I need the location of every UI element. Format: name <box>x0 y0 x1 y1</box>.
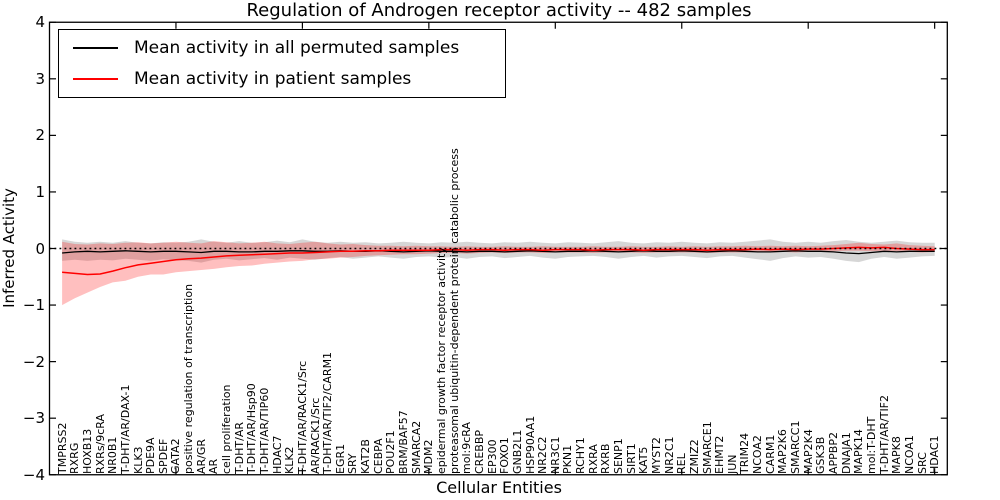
x-tick-label: SIRT1 <box>624 443 638 475</box>
x-tick-label: NR3C1 <box>548 436 562 475</box>
permuted-mean-line <box>62 250 935 255</box>
patient-mean-line <box>62 246 935 276</box>
x-tick-label: HDAC1 <box>928 435 942 475</box>
x-tick-label: NCOA1 <box>902 435 916 475</box>
y-axis-label: Inferred Activity <box>0 188 18 308</box>
patient-confidence-band <box>62 241 935 306</box>
x-tick-label: DNAJA1 <box>839 432 853 475</box>
y-tick-label: 4 <box>35 13 45 32</box>
x-tick-label: TRIM24 <box>738 433 752 475</box>
x-tick-label: NR2C1 <box>662 436 676 475</box>
x-tick-label: GNB2L1 <box>510 429 524 475</box>
y-tick-label: 3 <box>35 69 45 88</box>
y-tick-label: −1 <box>22 296 45 315</box>
y-tick-label: 2 <box>35 126 45 145</box>
y-tick-label: 0 <box>35 239 45 258</box>
x-tick-label: EHMT2 <box>713 435 727 475</box>
x-tick-label: RXRA <box>586 444 600 475</box>
x-tick-label: GSK3B <box>814 436 828 475</box>
x-tick-label: NR2C2 <box>536 436 550 475</box>
y-tick-label: 1 <box>35 182 45 201</box>
x-tick-label: SMARCE1 <box>700 421 714 475</box>
y-tick-label: −4 <box>22 465 45 484</box>
y-tick-label: −2 <box>22 352 45 371</box>
legend: Mean activity in all permuted samples Me… <box>58 29 506 98</box>
legend-label-patient: Mean activity in patient samples <box>134 68 412 89</box>
x-tick-label: JUN <box>725 454 739 475</box>
patient-line-swatch <box>73 77 118 80</box>
x-tick-label: MYST2 <box>649 437 663 475</box>
x-tick-label: APPBP2 <box>826 432 840 475</box>
x-tick-label: mol:T-DHT <box>864 416 878 475</box>
chart-title: Regulation of Androgen receptor activity… <box>246 0 752 21</box>
x-tick-label: T-DHT/AR/TIF2 <box>877 395 891 475</box>
x-tick-label: RXRB <box>599 443 613 475</box>
x-tick-label: SMARCC1 <box>789 420 803 475</box>
x-tick-label: MAPK8 <box>890 436 904 475</box>
x-tick-label: CARM1 <box>763 434 777 475</box>
permuted-line-swatch <box>73 46 118 49</box>
x-tick-label: NCOA2 <box>751 435 765 475</box>
legend-entry-patient: Mean activity in patient samples <box>59 63 505 94</box>
x-tick-label: RCHY1 <box>574 437 588 475</box>
x-tick-label: HSP90AA1 <box>523 416 537 475</box>
x-tick-label: PKN1 <box>561 445 575 475</box>
x-tick-label: SRC <box>915 452 929 475</box>
x-tick-label: SENP1 <box>612 438 626 475</box>
legend-entry-permuted: Mean activity in all permuted samples <box>59 32 505 63</box>
x-tick-label: ZMIZ2 <box>687 439 701 475</box>
y-tick-label: −3 <box>22 409 45 428</box>
legend-label-permuted: Mean activity in all permuted samples <box>134 37 460 58</box>
x-axis-label: Cellular Entities <box>436 478 562 497</box>
x-tick-label: KAT5 <box>637 446 651 475</box>
x-tick-label: MAPK14 <box>852 429 866 475</box>
x-tick-label: REL <box>675 453 689 475</box>
x-tick-label: MAP2K6 <box>776 429 790 475</box>
x-tick-label: MAP2K4 <box>801 429 815 475</box>
